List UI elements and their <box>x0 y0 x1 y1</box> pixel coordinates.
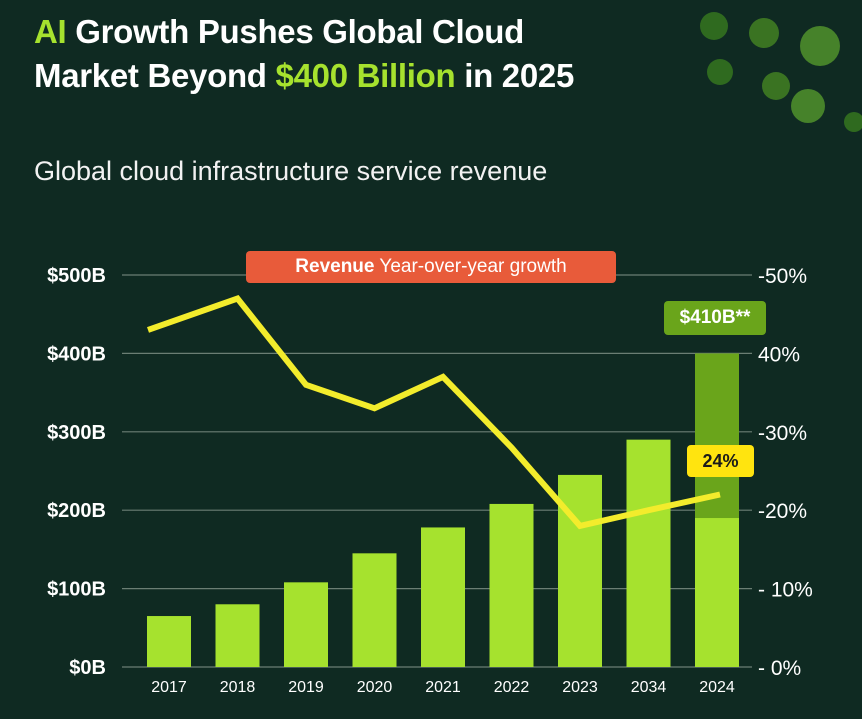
dot <box>700 12 728 40</box>
left-axis-tick-label: $100B <box>47 579 106 601</box>
dot <box>707 59 733 85</box>
title-highlight-amount: $400 Billion <box>275 57 456 94</box>
x-axis-tick-label: 2022 <box>494 679 530 696</box>
chart-title: AI Growth Pushes Global Cloud Market Bey… <box>34 10 594 98</box>
bar-2019 <box>284 582 328 667</box>
decorative-dots <box>700 12 862 132</box>
left-axis-tick-label: $300B <box>47 422 106 444</box>
bar-2021 <box>421 527 465 667</box>
bar-2018 <box>215 604 260 667</box>
bar-2022 <box>489 503 534 667</box>
x-axis-tick-label: 2017 <box>151 679 187 696</box>
legend-revenue: Revenue <box>295 256 375 277</box>
dot <box>844 112 862 132</box>
bar-2017 <box>147 616 191 667</box>
x-axis-tick-label: 2023 <box>562 679 598 696</box>
callout-total-2024: $410B** <box>664 301 766 335</box>
x-axis-tick-label: 2034 <box>631 679 667 696</box>
title-highlight-ai: AI <box>34 13 67 50</box>
left-axis-tick-label: $0B <box>69 657 106 679</box>
right-axis-tick-label: -20% <box>758 500 807 523</box>
right-axis-tick-label: - 0% <box>758 657 801 680</box>
dot <box>762 72 790 100</box>
right-axis-tick-label: -30% <box>758 422 807 445</box>
x-axis-tick-label: 2019 <box>288 679 324 696</box>
dot <box>800 26 840 66</box>
bar-2020 <box>352 553 397 667</box>
x-axis-tick-label: 2021 <box>425 679 461 696</box>
bar-2024 <box>695 518 739 667</box>
right-axis-tick-label: 40% <box>758 343 800 366</box>
left-axis-tick-label: $400B <box>47 343 106 365</box>
x-axis-tick-label: 2024 <box>699 679 735 696</box>
legend: Revenue Year-over-year growth <box>246 251 616 283</box>
title-text-end: in 2025 <box>455 57 575 94</box>
right-axis-tick-label: - 10% <box>758 579 813 602</box>
bar-2034 <box>626 439 671 667</box>
left-axis-tick-label: $200B <box>47 500 106 522</box>
x-axis-tick-label: 2020 <box>357 679 393 696</box>
dot <box>749 18 779 48</box>
callout-growth-2024: 24% <box>687 445 754 477</box>
left-axis-tick-label: $500B <box>47 265 106 287</box>
legend-growth: Year-over-year growth <box>379 256 567 277</box>
title-text: Growth Pushes Global Cloud Market Beyond <box>34 13 524 94</box>
x-axis-tick-label: 2018 <box>220 679 256 696</box>
dot <box>791 89 825 123</box>
right-axis-tick-label: -50% <box>758 265 807 288</box>
chart-subtitle: Global cloud infrastructure service reve… <box>34 156 548 186</box>
